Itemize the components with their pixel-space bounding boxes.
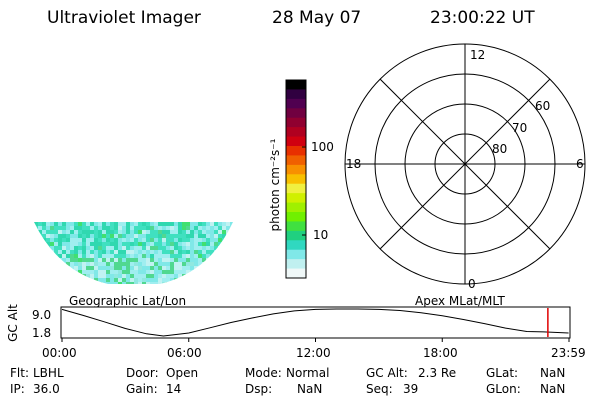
colorbar-swatch (286, 230, 306, 241)
seq-label: Seq: (366, 382, 393, 396)
colorbar-swatch (286, 259, 306, 270)
gcalt-label: GC Alt: (366, 366, 408, 380)
timeline-y-low: 1.8 (32, 326, 52, 340)
ip-label: IP: (10, 382, 25, 396)
glon-label: GLon: (486, 382, 521, 396)
timeline-tick-1800: 18:00 (423, 346, 458, 360)
timeline-ylabel: GC Alt (6, 304, 20, 342)
colorbar-swatch (286, 202, 306, 213)
polar-diag-2 (379, 78, 551, 250)
mlt-0-label: 0 (468, 277, 476, 291)
glat-label: GLat: (486, 366, 519, 380)
colorbar-swatch (286, 89, 306, 100)
colorbar-swatch (286, 183, 306, 194)
dsp-value: NaN (297, 382, 323, 396)
ip-value: 36.0 (33, 382, 60, 396)
gain-value: 14 (166, 382, 182, 396)
timeline-tick-0600: 06:00 (167, 346, 202, 360)
colorbar-swatch (286, 164, 306, 175)
colorbar-swatch (286, 146, 306, 156)
dsp-label: Dsp: (245, 382, 273, 396)
mlt-12-label: 12 (470, 48, 486, 62)
colorbar-swatch (286, 221, 306, 232)
colorbar-swatch (286, 193, 306, 204)
timeline-tick-0000: 00:00 (42, 346, 77, 360)
colorbar-swatch (286, 155, 306, 166)
mlt-18-label: 18 (346, 157, 362, 171)
door-value: Open (166, 366, 199, 380)
colorbar-tick-100: 100 (311, 140, 334, 154)
geo-panel-label: Geographic Lat/Lon (69, 294, 187, 308)
flt-value: LBHL (33, 366, 64, 380)
glon-value: NaN (540, 382, 566, 396)
polar-panel-label: Apex MLat/MLT (415, 294, 505, 308)
mode-value: Normal (286, 366, 330, 380)
timeline-y-high: 9.0 (32, 308, 52, 322)
timeline-tick-1200: 12:00 (296, 346, 331, 360)
timeline-frame (60, 306, 571, 339)
colorbar-swatch (286, 249, 306, 260)
colorbar-swatch (286, 98, 306, 109)
colorbar-tick-10: 10 (313, 228, 329, 242)
mlat-80-label: 80 (492, 142, 508, 156)
colorbar-swatch (286, 117, 306, 128)
colorbar-swatch (286, 136, 306, 147)
colorbar-swatch (286, 127, 306, 138)
flt-label: Flt: (10, 366, 29, 380)
color-bar-scale (286, 80, 306, 279)
date-label: 28 May 07 (272, 8, 362, 28)
instrument-title: Ultraviolet Imager (47, 8, 201, 28)
mlt-6-label: 6 (576, 157, 584, 171)
door-label: Door: (126, 366, 159, 380)
colorbar-swatch (286, 212, 306, 222)
timeline-tick-2359: 23:59 (551, 346, 586, 360)
colorbar-swatch (286, 174, 306, 185)
altitude-curve (61, 308, 569, 337)
colorbar-swatch (286, 80, 306, 90)
seq-value: 39 (403, 382, 419, 396)
time-label: 23:00:22 UT (430, 8, 535, 28)
mlat-60-label: 60 (535, 99, 551, 113)
mlat-70-label: 70 (512, 121, 528, 135)
gain-label: Gain: (126, 382, 158, 396)
glat-value: NaN (540, 366, 566, 380)
colorbar-swatch (286, 268, 306, 279)
gcalt-value: 2.3 Re (418, 366, 457, 380)
color-bar (285, 79, 307, 279)
colorbar-swatch (286, 108, 306, 119)
colorbar-swatch (286, 240, 306, 251)
mode-label: Mode: (245, 366, 282, 380)
